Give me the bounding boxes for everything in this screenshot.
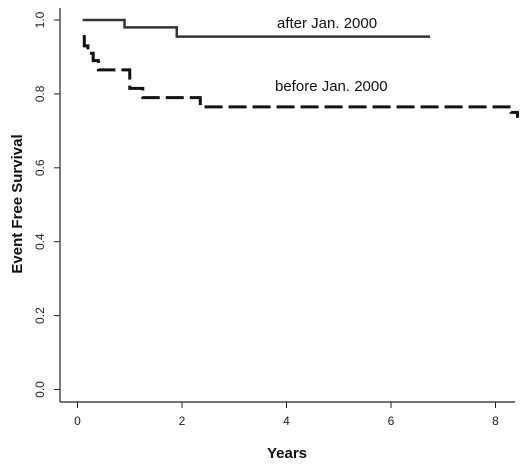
- series-label-after-jan-2000: after Jan. 2000: [277, 15, 377, 32]
- y-tick-label: 0.4: [33, 233, 47, 250]
- x-tick-label: 0: [74, 414, 81, 428]
- x-axis: 0 2 4 6 8: [74, 402, 499, 428]
- x-tick-label: 6: [388, 414, 395, 428]
- series-line-before-jan-2000: [82, 35, 519, 118]
- y-tick-label: 0.8: [33, 85, 47, 102]
- x-tick-label: 8: [492, 414, 499, 428]
- y-axis: 0.0 0.2 0.4 0.6 0.8 1.0: [33, 11, 60, 398]
- y-tick-label: 0.2: [33, 307, 47, 324]
- x-tick-label: 2: [179, 414, 186, 428]
- y-axis-title: Event Free Survival: [9, 134, 26, 273]
- series-labels: after Jan. 2000 before Jan. 2000: [275, 15, 388, 95]
- x-axis-title: Years: [267, 445, 307, 462]
- y-tick-label: 0.6: [33, 159, 47, 176]
- series-layer: [82, 18, 519, 118]
- y-tick-label: 0.0: [33, 381, 47, 398]
- series-label-before-jan-2000: before Jan. 2000: [275, 78, 388, 95]
- y-tick-label: 1.0: [33, 11, 47, 28]
- plot-frame: [59, 8, 515, 403]
- x-tick-label: 4: [283, 414, 290, 428]
- series-line-after-jan-2000: [82, 18, 431, 38]
